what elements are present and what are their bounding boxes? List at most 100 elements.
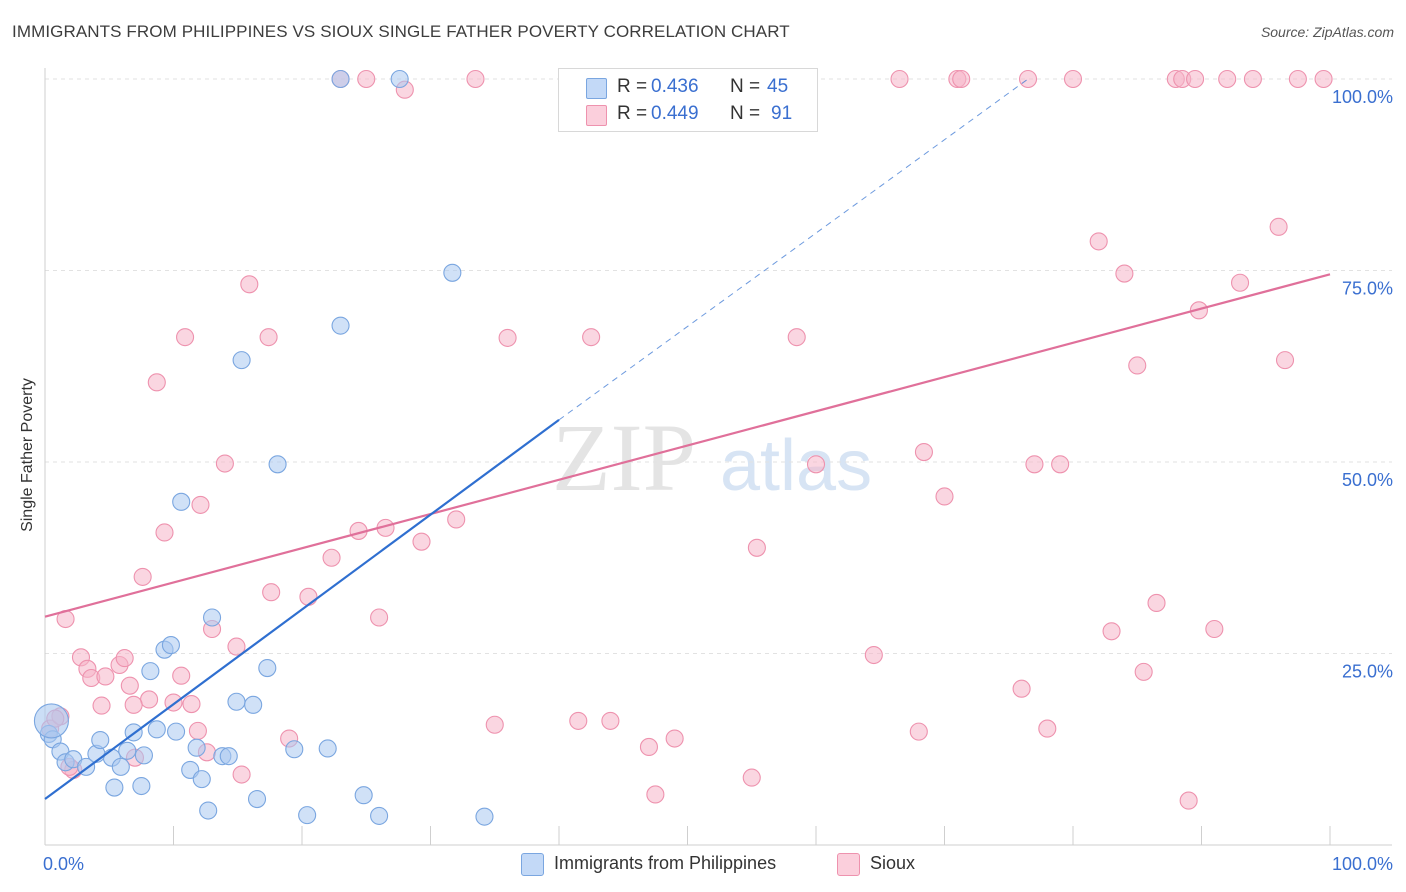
trendline-philippines-extension (558, 78, 1029, 421)
point-sioux (1063, 69, 1083, 89)
point-philippines (134, 746, 153, 765)
point-philippines (118, 741, 137, 760)
legend-label-sioux: Sioux (870, 853, 916, 873)
point-sioux (370, 608, 389, 627)
y-tick-label: 25.0% (1342, 662, 1393, 682)
point-sioux (1231, 273, 1250, 292)
point-sioux (357, 69, 376, 89)
point-sioux (259, 328, 278, 347)
point-sioux (787, 328, 806, 347)
point-philippines (268, 455, 287, 474)
watermark-atlas: atlas (720, 426, 872, 506)
point-philippines (161, 636, 180, 655)
legend-n-value: 91 (771, 103, 793, 124)
point-sioux (1102, 622, 1121, 641)
chart-title: IMMIGRANTS FROM PHILIPPINES VS SIOUX SIN… (12, 22, 790, 41)
trendline-philippines (44, 418, 560, 800)
point-sioux (1018, 69, 1038, 89)
source-label: Source: ZipAtlas.com (1260, 24, 1394, 40)
point-philippines (244, 695, 263, 714)
point-sioux (120, 676, 139, 695)
point-philippines (105, 778, 124, 797)
point-philippines (172, 492, 191, 511)
point-philippines (318, 739, 337, 758)
point-sioux (262, 583, 281, 602)
point-philippines (258, 659, 277, 678)
point-sioux (1243, 69, 1262, 89)
legend-label-philippines: Immigrants from Philippines (554, 853, 777, 873)
point-philippines (147, 720, 166, 739)
point-sioux (232, 765, 251, 784)
point-sioux (1115, 264, 1134, 283)
point-sioux (182, 695, 201, 714)
point-sioux (1012, 679, 1031, 698)
point-sioux (215, 454, 234, 473)
point-sioux (1025, 455, 1044, 474)
point-sioux (864, 645, 883, 665)
point-sioux (115, 649, 134, 668)
point-sioux (909, 722, 928, 741)
point-sioux (582, 328, 601, 347)
point-sioux (299, 587, 318, 606)
legend-swatch-philippines (586, 78, 607, 99)
x-tick-label: 100.0% (1332, 854, 1393, 874)
point-sioux (240, 275, 259, 294)
point-sioux (485, 715, 504, 734)
point-philippines (132, 776, 151, 796)
point-sioux (1051, 455, 1070, 474)
legend-swatch-sioux (586, 105, 607, 126)
point-sioux (1218, 69, 1237, 89)
point-sioux (1147, 593, 1166, 612)
point-sioux (447, 510, 466, 529)
trendline-sioux (44, 273, 1331, 618)
point-sioux (466, 69, 485, 89)
watermark-zip: ZIP (552, 404, 696, 511)
legend-r-value: 0.449 (651, 103, 699, 124)
point-sioux (935, 487, 954, 506)
legend-n-value: 45 (767, 76, 789, 97)
point-sioux (124, 695, 143, 714)
point-philippines (91, 731, 110, 750)
point-sioux (172, 666, 191, 685)
y-tick-label: 75.0% (1342, 279, 1393, 299)
point-philippines (232, 351, 251, 370)
point-philippines (111, 757, 130, 776)
point-sioux (952, 69, 971, 89)
correlation-legend: R = 0.436 N = 45 R = 0.449 N = 91 (558, 68, 818, 132)
point-sioux (569, 711, 588, 730)
point-sioux (92, 696, 111, 715)
point-philippines (227, 692, 246, 711)
point-philippines (199, 801, 218, 820)
point-philippines (203, 608, 222, 627)
point-sioux (140, 690, 159, 709)
x-tick-label: 0.0% (43, 854, 84, 874)
point-sioux (1128, 356, 1147, 375)
point-sioux (1275, 351, 1295, 370)
point-philippines (370, 806, 389, 825)
point-sioux (188, 721, 207, 740)
legend-swatch-philippines (521, 853, 544, 876)
legend-n-label: N = (730, 103, 761, 124)
point-sioux (1186, 69, 1205, 89)
point-philippines (141, 662, 160, 681)
y-axis-label: Single Father Poverty (19, 378, 36, 532)
point-sioux (1314, 69, 1333, 89)
point-philippines (192, 770, 211, 789)
point-sioux (227, 637, 246, 656)
point-sioux (742, 768, 761, 787)
legend-r-value: 0.436 (651, 76, 699, 97)
point-sioux (665, 729, 684, 748)
point-sioux (639, 737, 659, 757)
point-sioux (601, 711, 620, 730)
point-sioux (1089, 232, 1108, 251)
point-sioux (322, 548, 341, 567)
legend-n-label: N = (730, 76, 761, 97)
point-philippines (443, 263, 462, 282)
point-sioux (1038, 719, 1057, 738)
point-philippines (187, 738, 206, 757)
legend-swatch-sioux (837, 853, 860, 876)
point-philippines (167, 722, 186, 741)
point-philippines (285, 740, 304, 759)
point-philippines (390, 69, 409, 89)
point-sioux (147, 373, 166, 392)
